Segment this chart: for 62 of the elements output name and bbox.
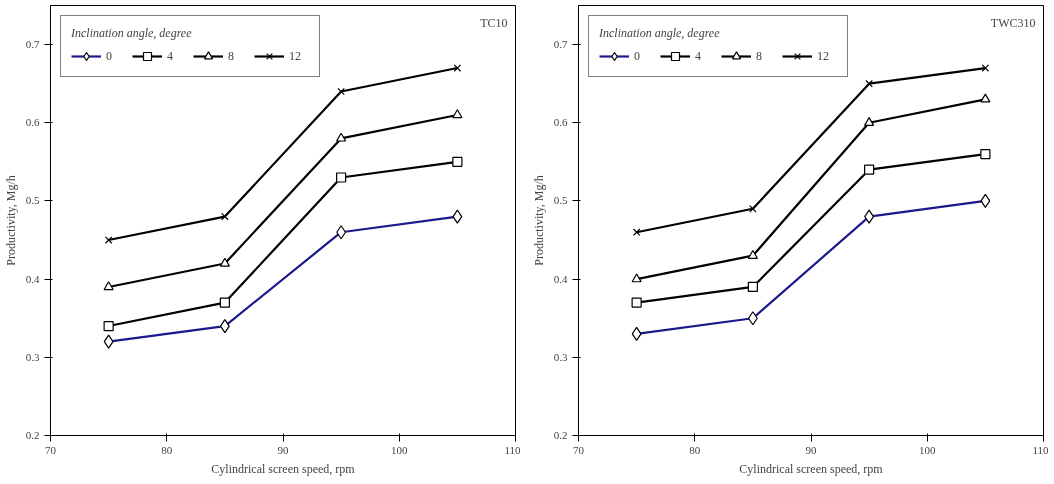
point <box>452 156 463 167</box>
point <box>747 249 758 259</box>
x-tick-label: 90 <box>805 443 817 456</box>
y-tick-label: 0.7 <box>25 38 40 51</box>
x-tick-label: 80 <box>689 443 701 456</box>
x-axis-title: Cylindrical screen speed, rpm <box>739 461 884 476</box>
y-tick-label: 0.5 <box>553 194 568 207</box>
point <box>336 172 347 183</box>
point <box>219 257 230 267</box>
legend-label: 0 <box>634 48 641 64</box>
point <box>632 228 641 237</box>
point <box>453 64 462 72</box>
point <box>452 109 463 119</box>
point <box>864 116 875 126</box>
point <box>221 212 229 221</box>
y-tick-label: 0.2 <box>553 429 568 441</box>
point <box>749 204 757 213</box>
point <box>631 297 642 308</box>
point <box>980 93 991 103</box>
legend-label: 12 <box>817 48 830 64</box>
legend-label: 0 <box>106 48 113 64</box>
legend-label: 4 <box>167 48 174 64</box>
x-tick-label: 80 <box>161 443 173 456</box>
y-tick-label: 0.6 <box>553 116 568 129</box>
annotation: TWC310 <box>990 15 1036 30</box>
legend-label: 4 <box>695 48 702 64</box>
point <box>103 320 114 332</box>
point <box>104 236 113 244</box>
x-tick-label: 90 <box>277 443 289 456</box>
point <box>336 132 347 142</box>
legend-label: 8 <box>756 48 763 64</box>
y-tick-label: 0.4 <box>25 272 40 285</box>
point <box>219 297 230 308</box>
x-tick-label: 70 <box>573 443 585 456</box>
y-tick-label: 0.4 <box>553 272 568 285</box>
x-axis-title: Cylindrical screen speed, rpm <box>211 461 356 476</box>
point <box>980 148 991 160</box>
y-tick-label: 0.5 <box>25 194 40 207</box>
point <box>981 64 990 72</box>
legend-title: Inclination angle, degree <box>71 26 193 41</box>
point <box>865 79 873 88</box>
point <box>337 87 345 96</box>
x-tick-label: 100 <box>391 443 408 456</box>
y-tick-label: 0.3 <box>25 350 40 363</box>
y-tick-label: 0.2 <box>25 429 40 441</box>
x-tick-label: 110 <box>1032 443 1049 456</box>
point <box>747 281 758 293</box>
y-axis-title: Productivity, Mg/h <box>3 175 18 266</box>
y-tick-label: 0.7 <box>553 38 568 51</box>
point <box>631 273 642 283</box>
legend-label: 8 <box>228 48 235 64</box>
annotation: TC10 <box>480 15 508 30</box>
point <box>103 281 114 291</box>
x-tick-label: 110 <box>504 443 521 456</box>
y-tick-label: 0.6 <box>25 116 40 129</box>
y-axis-title: Productivity, Mg/h <box>531 175 546 266</box>
point <box>864 164 875 175</box>
x-tick-label: 100 <box>919 443 936 456</box>
y-tick-label: 0.3 <box>553 350 568 363</box>
legend-title: Inclination angle, degree <box>599 26 721 41</box>
x-tick-label: 70 <box>45 443 57 456</box>
legend-label: 12 <box>289 48 302 64</box>
